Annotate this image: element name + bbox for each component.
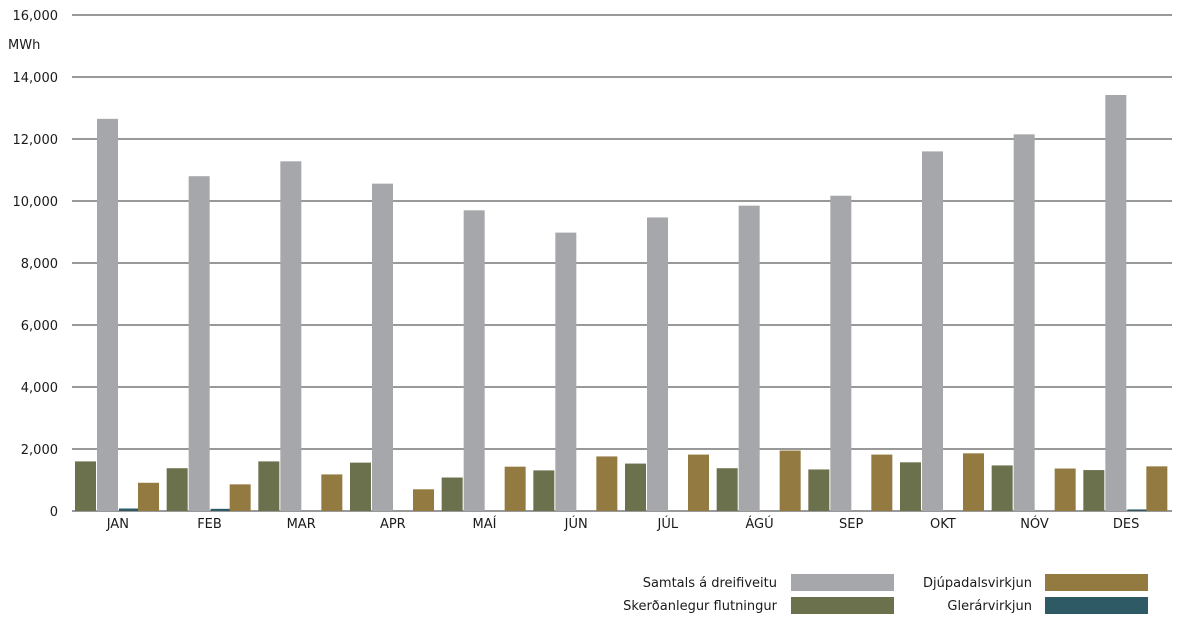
bar <box>413 489 434 511</box>
x-tick-label: SEP <box>839 517 863 532</box>
legend-label: Skerðanlegur flutningur <box>623 599 778 614</box>
bar <box>280 161 302 511</box>
bar <box>463 210 485 512</box>
legend-label: Glerárvirkjun <box>947 599 1032 614</box>
bar <box>830 195 852 512</box>
bar <box>1083 470 1105 511</box>
x-tick-label: APR <box>380 517 406 532</box>
x-tick-label: ÁGÚ <box>745 516 773 532</box>
bar <box>504 466 526 511</box>
bar <box>596 456 618 511</box>
bar <box>647 217 668 511</box>
bar <box>321 474 343 511</box>
x-tick-label: MAÍ <box>473 516 497 532</box>
legend-swatch <box>1045 574 1148 591</box>
bar <box>1105 94 1127 511</box>
bar <box>533 470 555 511</box>
bar <box>350 462 371 511</box>
bar <box>229 484 251 511</box>
bar <box>716 468 738 511</box>
bars <box>75 94 1168 512</box>
bar <box>119 508 140 511</box>
bar <box>1127 509 1149 511</box>
bar <box>258 461 280 511</box>
x-tick-label: JÚL <box>657 516 679 532</box>
x-tick-label: JÚN <box>564 516 588 532</box>
x-tick-label: OKT <box>930 517 956 532</box>
bar <box>963 453 984 511</box>
legend-swatch <box>791 574 894 591</box>
x-tick-label: JAN <box>106 517 129 532</box>
x-tick-label: MAR <box>287 517 316 532</box>
bar <box>688 454 709 511</box>
bar <box>166 468 188 511</box>
bar <box>210 508 232 511</box>
gridlines <box>72 14 1172 512</box>
y-tick-label: 0 <box>50 505 58 520</box>
y-tick-label: 10,000 <box>13 195 59 210</box>
bar <box>1013 134 1035 511</box>
y-axis-unit-label: MWh <box>8 38 40 53</box>
y-tick-label: 6,000 <box>21 319 58 334</box>
x-tick-label: NÓV <box>1020 516 1049 532</box>
legend-label: Djúpadalsvirkjun <box>923 576 1032 591</box>
bar <box>188 176 210 511</box>
bar <box>991 465 1013 511</box>
bar <box>1054 468 1076 511</box>
bar <box>922 151 943 511</box>
bar <box>738 205 760 511</box>
x-tick-label: FEB <box>197 517 222 532</box>
y-tick-label: 14,000 <box>13 71 59 86</box>
bar <box>625 463 646 511</box>
bar <box>779 450 801 511</box>
bar <box>555 232 577 511</box>
bar <box>871 454 893 511</box>
x-tick-label: DES <box>1113 517 1139 532</box>
legend: Samtals á dreifiveitu Djúpadalsvirkjun Ske… <box>623 574 1148 614</box>
x-axis-ticks: JAN FEB MAR APR MAÍ JÚN JÚL ÁGÚ SEP OKT NÓV DES <box>106 516 1140 532</box>
legend-swatch <box>1045 597 1148 614</box>
legend-label: Samtals á dreifiveitu <box>643 576 777 591</box>
y-tick-label: 12,000 <box>13 133 59 148</box>
bar <box>138 482 159 511</box>
y-tick-label: 4,000 <box>21 381 58 396</box>
bar <box>97 118 118 511</box>
legend-swatch <box>791 597 894 614</box>
bar <box>808 469 830 511</box>
bar <box>1146 466 1168 511</box>
bar <box>441 477 463 511</box>
y-tick-label: 2,000 <box>21 443 58 458</box>
bar <box>900 462 921 511</box>
bar <box>75 461 96 511</box>
y-tick-label: 8,000 <box>21 257 58 272</box>
y-tick-label: 16,000 <box>13 9 59 24</box>
bar <box>372 183 393 511</box>
y-axis-ticks: 0 2,000 4,000 6,000 8,000 10,000 12,000 14,000 1… <box>13 9 59 520</box>
